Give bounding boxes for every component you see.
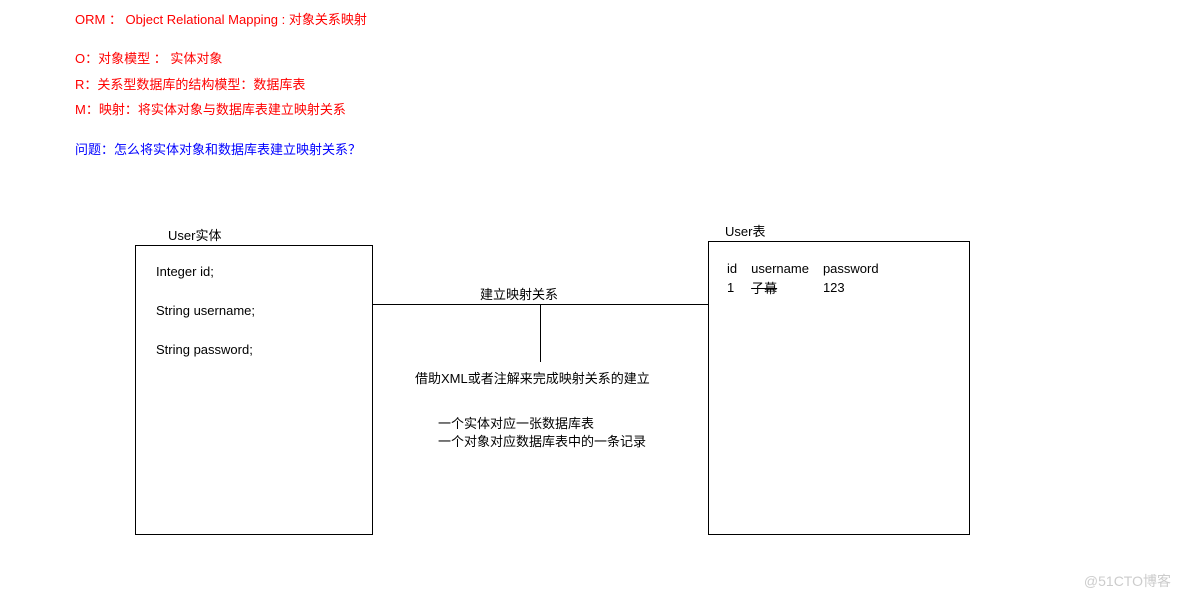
entity-field: String username; <box>156 303 352 318</box>
connector-vertical <box>540 304 541 362</box>
table-cell: 子幕 <box>751 277 823 298</box>
entity-field: String password; <box>156 342 352 357</box>
table-title: User表 <box>725 221 765 240</box>
o-line: O：对象模型 ： 实体对象 <box>75 47 367 70</box>
entity-field: Integer id; <box>156 264 352 279</box>
m-line: M：映射：将实体对象与数据库表建立映射关系 <box>75 98 367 121</box>
table-header: id <box>727 260 751 277</box>
r-line: R：关系型数据库的结构模型：数据库表 <box>75 73 367 96</box>
table-box: id username password 1 子幕 123 <box>708 241 970 535</box>
connector-note1: 一个实体对应一张数据库表 <box>438 413 594 432</box>
entity-box: Integer id; String username; String pass… <box>135 245 373 535</box>
table-header: password <box>823 260 893 277</box>
table-header: username <box>751 260 823 277</box>
table-cell: 123 <box>823 277 893 298</box>
user-table: id username password 1 子幕 123 <box>727 260 893 298</box>
table-cell: 1 <box>727 277 751 298</box>
connector-note2: 一个对象对应数据库表中的一条记录 <box>438 431 646 450</box>
watermark: @51CTO博客 <box>1084 571 1171 591</box>
header-text: ORM ： Object Relational Mapping : 对象关系映射… <box>75 8 367 163</box>
question-line: 问题：怎么将实体对象和数据库表建立映射关系？ <box>75 138 367 161</box>
connector-label-top: 建立映射关系 <box>480 284 558 303</box>
orm-title: ORM ： Object Relational Mapping : 对象关系映射 <box>75 8 367 31</box>
entity-title: User实体 <box>168 225 221 244</box>
connector-label-bottom: 借助XML或者注解来完成映射关系的建立 <box>415 368 650 387</box>
table-row: 1 子幕 123 <box>727 277 893 298</box>
